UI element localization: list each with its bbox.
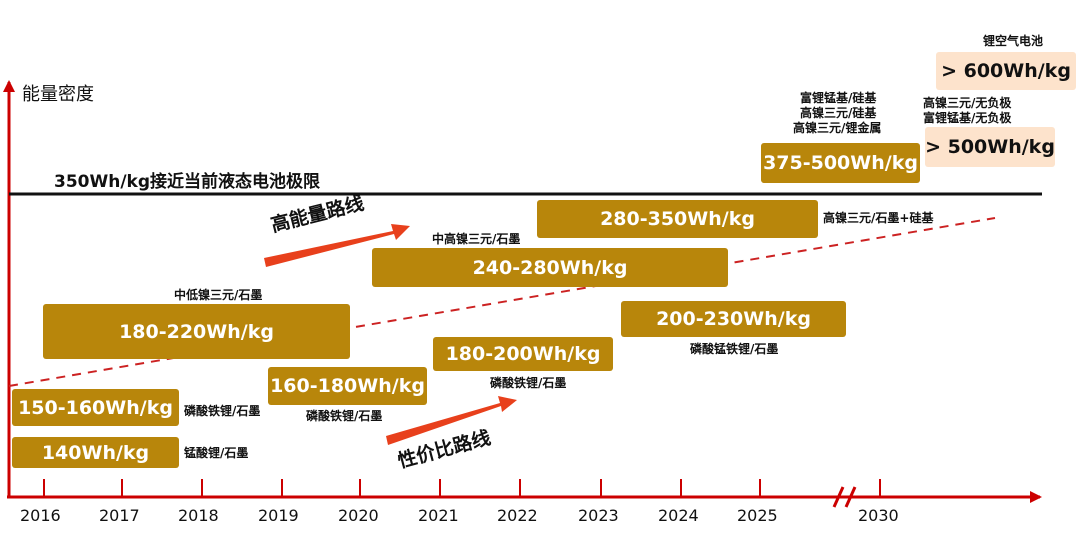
limit-line-label: 350Wh/kg接近当前液态电池极限 [54, 172, 321, 192]
box-280-350: 280-350Wh/kg [537, 200, 818, 238]
label-mid-high-ni: 中高镍三元/石墨 [432, 232, 521, 246]
box-160-180: 160-180Wh/kg [268, 367, 427, 405]
x-tick-2020: 2020 [338, 506, 379, 525]
axis-break-mark [844, 486, 857, 508]
x-tick-2019: 2019 [258, 506, 299, 525]
box-140: 140Wh/kg [12, 437, 179, 468]
label-manganese-graphite: 锰酸锂/石墨 [184, 446, 249, 460]
box-200-230: 200-230Wh/kg [621, 301, 846, 337]
axis-break-mark [832, 486, 845, 508]
box-500-plus: > 500Wh/kg [925, 127, 1055, 167]
label-lmfp-graphite: 磷酸锰铁锂/石墨 [690, 342, 779, 356]
x-tick-2030: 2030 [858, 506, 899, 525]
box-600-plus: > 600Wh/kg [936, 52, 1076, 90]
box-240-280: 240-280Wh/kg [372, 248, 728, 287]
label-mid-low-ni: 中低镍三元/石墨 [174, 288, 263, 302]
x-tick-2016: 2016 [20, 506, 61, 525]
label-lfp-graphite-2016: 磷酸铁锂/石墨 [184, 404, 261, 418]
x-tick-2021: 2021 [418, 506, 459, 525]
label-li-rich-mn-si: 富锂锰基/硅基 [800, 91, 877, 105]
label-high-ni-anode-free: 高镍三元/无负极 [923, 96, 1012, 110]
box-375-500: 375-500Wh/kg [761, 143, 920, 183]
x-tick-2018: 2018 [178, 506, 219, 525]
cost-route-arrow [386, 396, 517, 445]
label-high-ni-si-2: 高镍三元/硅基 [800, 106, 877, 120]
box-180-220: 180-220Wh/kg [43, 304, 350, 359]
label-li-air: 锂空气电池 [983, 34, 1044, 48]
label-li-rich-anode-free: 富锂锰基/无负极 [923, 111, 1012, 125]
box-150-160: 150-160Wh/kg [12, 389, 179, 426]
y-axis-label: 能量密度 [22, 84, 94, 105]
high-energy-route-arrow [264, 224, 410, 267]
box-180-200: 180-200Wh/kg [433, 337, 613, 371]
x-tick-2023: 2023 [578, 506, 619, 525]
x-tick-marks [43, 479, 881, 497]
x-tick-2022: 2022 [497, 506, 538, 525]
x-tick-2024: 2024 [658, 506, 699, 525]
label-lfp-graphite-2021: 磷酸铁锂/石墨 [490, 376, 567, 390]
label-high-ni-li-metal: 高镍三元/锂金属 [793, 121, 882, 135]
label-high-ni-si: 高镍三元/石墨+硅基 [823, 211, 934, 225]
label-lfp-graphite-2019: 磷酸铁锂/石墨 [306, 409, 383, 423]
x-tick-2017: 2017 [99, 506, 140, 525]
x-tick-2025: 2025 [737, 506, 778, 525]
